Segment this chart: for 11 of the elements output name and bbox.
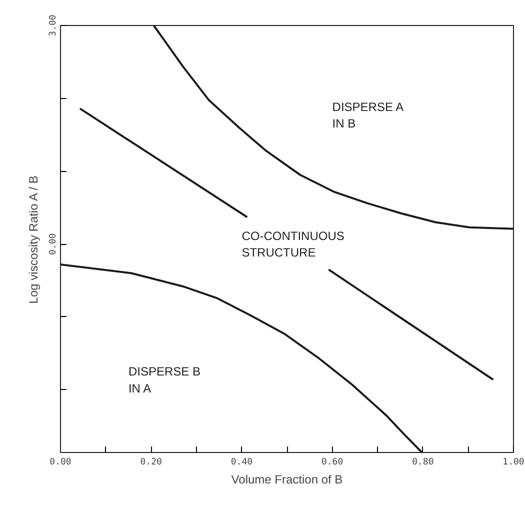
x-tick-label: 0.40	[230, 458, 253, 468]
y-tick-label: 3.00	[48, 14, 58, 36]
x-tick-label: 0.20	[140, 458, 162, 468]
x-tick-label: 0.60	[321, 458, 344, 468]
x-tick-label: 0.80	[412, 458, 434, 468]
y-axis-title: Log viscosity Ratio A / B	[26, 176, 40, 304]
x-axis-title: Volume Fraction of B	[231, 472, 343, 486]
annotation: CO-CONTINUOUS STRUCTURE	[242, 228, 344, 260]
annotation: DISPERSE A IN B	[332, 100, 404, 131]
annotation: DISPERSE B IN A	[128, 364, 200, 396]
x-tick-label: 1.00	[502, 458, 524, 468]
